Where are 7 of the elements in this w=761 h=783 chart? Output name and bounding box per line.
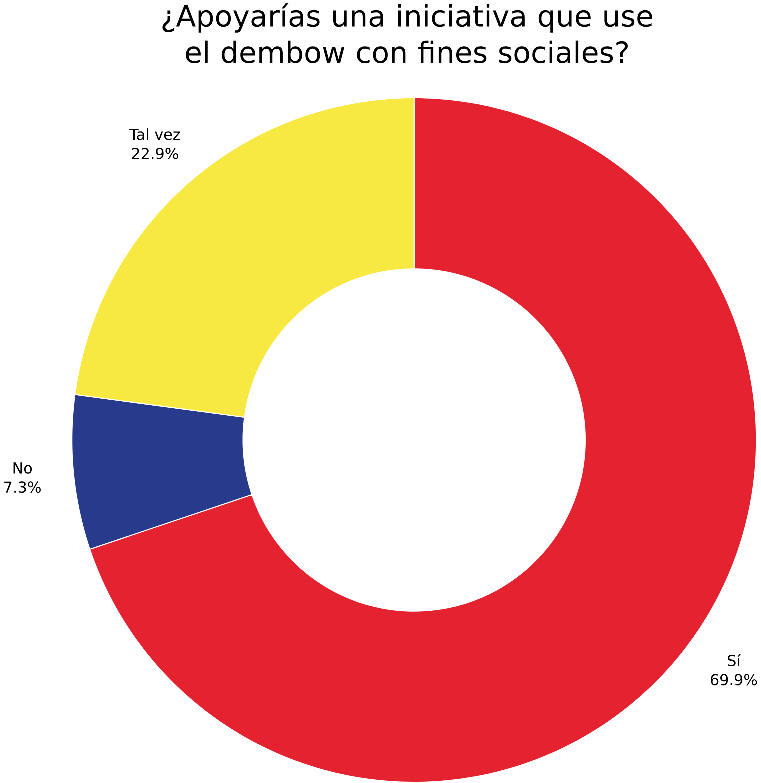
- data-label: 7.3%: [4, 482, 41, 494]
- slice-label: Tal vez: [129, 128, 180, 140]
- slice-label: Sí: [728, 654, 742, 666]
- data-label: 22.9%: [132, 148, 178, 160]
- slice-label: No: [14, 462, 32, 474]
- data-label: 69.9%: [710, 674, 757, 686]
- chart-title: ¿Apoyarías una iniciativa que use el dembow con fines sociales?: [162, 3, 652, 64]
